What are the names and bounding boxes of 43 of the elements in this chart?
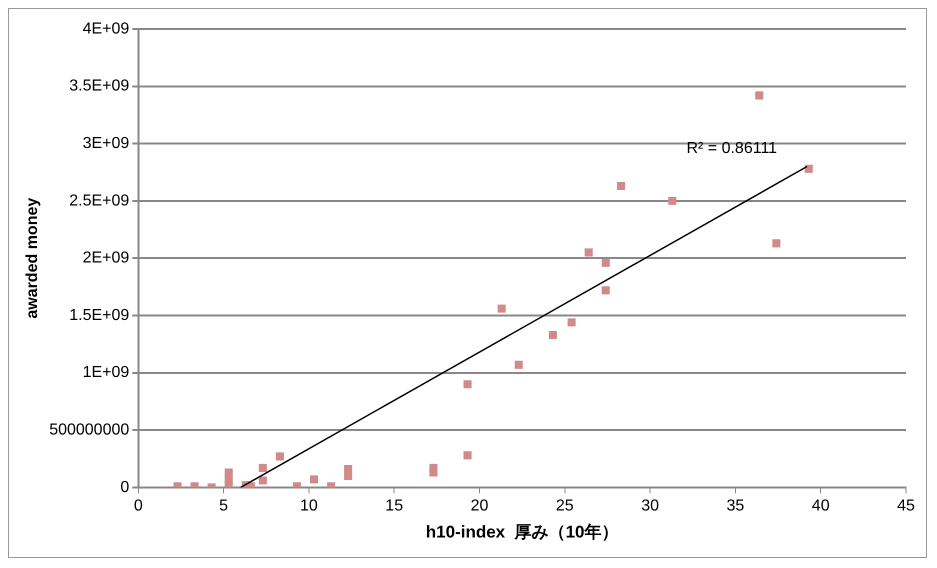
point xyxy=(276,452,284,460)
point xyxy=(804,164,813,173)
x-tick-label: 25 xyxy=(556,497,574,514)
point xyxy=(258,464,267,472)
point xyxy=(464,451,472,460)
point xyxy=(602,286,610,294)
point xyxy=(617,182,626,190)
point xyxy=(568,318,576,326)
x-tick-label: 30 xyxy=(641,497,660,514)
point xyxy=(548,330,557,340)
point xyxy=(755,91,764,100)
x-tick-label: 20 xyxy=(470,497,488,514)
point xyxy=(429,468,438,477)
point xyxy=(514,360,523,369)
y-tick-label: 3.5E+09 xyxy=(69,78,130,95)
point xyxy=(602,258,610,267)
point xyxy=(258,476,267,485)
point xyxy=(584,248,593,257)
y-tick-label: 2.5E+09 xyxy=(69,192,130,210)
point xyxy=(464,380,472,388)
point xyxy=(224,481,233,488)
x-tick-label: 5 xyxy=(219,497,228,514)
annotation: R² = 0.86111 xyxy=(686,140,778,157)
point xyxy=(310,475,318,484)
y-tick-label: 3E+09 xyxy=(82,135,130,152)
point xyxy=(668,196,676,205)
x-tick-label: 10 xyxy=(300,497,318,514)
y-tick-label: 2E+09 xyxy=(82,250,130,267)
x-tick-label: 40 xyxy=(812,497,830,514)
y-tick-label: 1E+09 xyxy=(82,364,130,382)
x-tick-label: 15 xyxy=(385,497,404,514)
point xyxy=(772,239,780,248)
x-tick-label: 35 xyxy=(726,497,744,514)
y-tick-label: 1.5E+09 xyxy=(69,306,130,324)
y-tick-label: 500000000 xyxy=(49,422,130,439)
y-tick-label: 4E+09 xyxy=(82,20,130,38)
x-tick-label: 0 xyxy=(134,497,143,514)
x-axis-title: h10-index 厚み（10年） xyxy=(426,522,618,542)
y-axis-title: awarded money xyxy=(24,198,42,319)
y-tick-label: 0 xyxy=(120,478,130,496)
point xyxy=(498,304,506,313)
x-tick-label: 45 xyxy=(897,497,915,514)
point xyxy=(344,472,352,480)
